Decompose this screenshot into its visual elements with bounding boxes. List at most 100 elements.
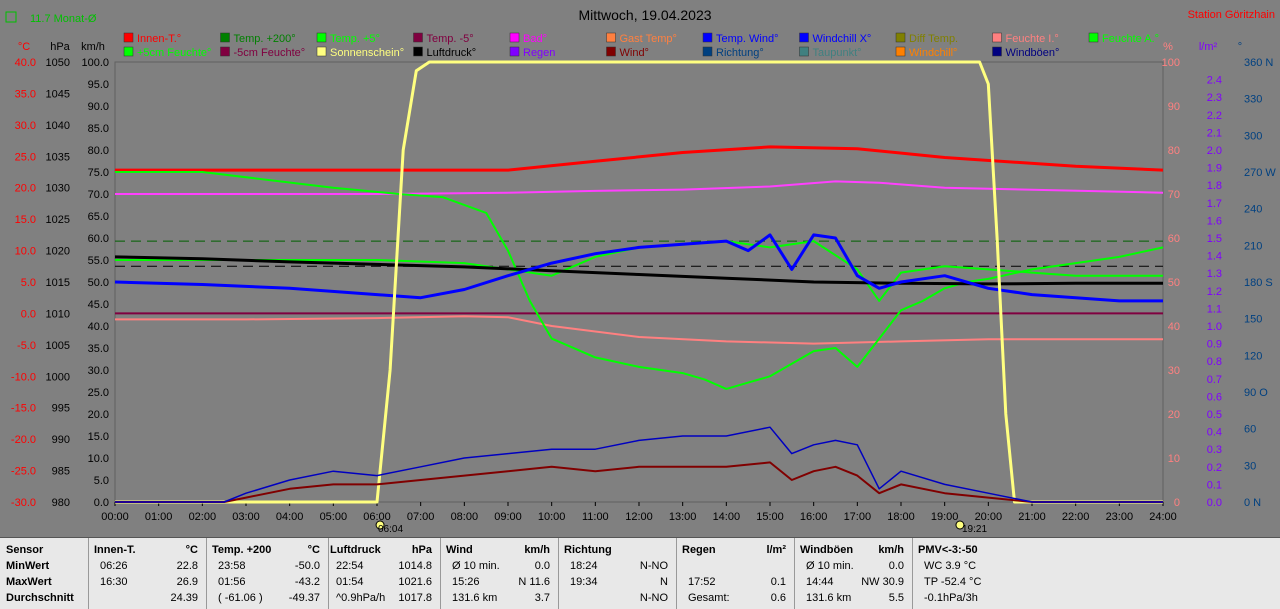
x-tick-label: 21:00	[1018, 511, 1046, 523]
chart-series	[114, 60, 1164, 504]
tick-pressure: 1040	[46, 120, 70, 132]
stats-cell-label: 19:34	[570, 576, 598, 588]
tick-direction: 90 O	[1244, 387, 1268, 399]
tick-humidity: 40	[1168, 321, 1180, 333]
tick-wind: 90.0	[88, 101, 109, 113]
axis-unit-wind: km/h	[81, 41, 105, 53]
stats-cell-label: 22:54	[336, 560, 364, 572]
x-tick-label: 07:00	[407, 511, 435, 523]
stats-cell-label: 06:26	[100, 560, 128, 572]
tick-pressure: 1035	[46, 151, 70, 163]
tick-temp: 5.0	[21, 277, 36, 289]
x-tick-label: 01:00	[145, 511, 173, 523]
x-tick-label: 04:00	[276, 511, 304, 523]
tick-direction: 60	[1244, 424, 1256, 436]
tick-rain: 0.3	[1207, 444, 1222, 456]
legend-row1-swatch	[702, 32, 713, 43]
tick-temp: -10.0	[11, 371, 36, 383]
legend-row1-label: Temp. +200°	[234, 33, 296, 45]
x-tick-label: 03:00	[232, 511, 260, 523]
stats-cell-label: 17:52	[688, 576, 716, 588]
legend-row2-label: +5cm Feuchte°	[137, 47, 211, 59]
tick-temp: -30.0	[11, 497, 36, 509]
legend-row2-label: Regen	[523, 47, 555, 59]
legend-row1-swatch	[220, 32, 230, 43]
legend-row1-swatch	[606, 32, 616, 43]
legend-row1-label: Bad°	[523, 33, 547, 45]
tick-humidity: 0	[1174, 497, 1180, 509]
tick-humidity: 10	[1168, 453, 1180, 465]
stats-cell-value: -49.37	[288, 592, 320, 604]
axis-unit-temp: °C	[18, 41, 30, 53]
stats-cell-value: 0.0	[888, 560, 904, 572]
x-tick-label: 05:00	[320, 511, 348, 523]
x-tick-label: 02:00	[189, 511, 217, 523]
legend-row1-swatch	[509, 32, 520, 43]
series-temp5	[115, 171, 1164, 390]
stats-col-pmv: PMV<-3:-50 WC 3.9 °C TP -52.4 °C -0.1hPa/3h	[912, 538, 1280, 609]
stats-cell-label: Ø 10 min.	[452, 560, 500, 572]
tick-rain: 2.2	[1207, 110, 1222, 122]
stats-cell-value: N 11.6	[518, 576, 550, 588]
tick-direction: 330	[1244, 94, 1262, 106]
stats-cell-value: 1021.6	[398, 576, 432, 588]
tick-pressure: 1030	[46, 183, 70, 195]
tick-rain: 2.3	[1207, 92, 1222, 104]
tick-wind: 55.0	[88, 255, 109, 267]
chart-axes: 00:00 01:00 02:00 03:00 04:00 05:00 06:00 07:00…	[11, 41, 1276, 530]
stats-cell-label: 23:58	[218, 560, 246, 572]
legend-row1-label: Temp. -5°	[427, 33, 474, 45]
stats-cell-label: 131.6 km	[806, 592, 852, 604]
tick-wind: 25.0	[88, 387, 109, 399]
stats-col-luftdruck: Luftdruck hPa 22:54 1014.8 01:54 1021.6 ^0.9hP…	[324, 538, 441, 609]
stats-col-title: PMV<-3:-50	[918, 544, 978, 556]
tick-temp: 0.0	[21, 308, 36, 320]
stats-cell-label: 15:26	[452, 576, 480, 588]
tick-direction: 360 N	[1244, 57, 1273, 69]
series-wind	[115, 461, 1163, 503]
tick-pressure: 1025	[46, 214, 70, 226]
legend-row2-label: Sonnenschein°	[330, 47, 404, 59]
x-tick-label: 18:00	[887, 511, 915, 523]
legend-row1-label: Diff Temp.	[909, 33, 958, 45]
tick-rain: 1.4	[1207, 251, 1222, 263]
stats-cell-label: 131.6 km	[452, 592, 498, 604]
stats-cell-value: 26.9	[176, 576, 198, 588]
tick-humidity: 50	[1168, 277, 1180, 289]
tick-wind: 80.0	[88, 145, 109, 157]
stats-cell-label: ^0.9hPa/h	[336, 592, 386, 604]
stats-col-boeen: Windböen km/h Ø 10 min. 0.0 14:44 NW 30.9 131.…	[794, 538, 913, 609]
stats-cell-label: TP -52.4 °C	[924, 576, 982, 588]
x-tick-label: 10:00	[538, 511, 566, 523]
tick-rain: 1.2	[1207, 286, 1222, 298]
stats-col-unit: l/m²	[766, 544, 786, 556]
legend-row1-swatch	[1088, 32, 1099, 43]
stats-cell-label: 01:54	[336, 576, 364, 588]
legend-row2-swatch	[123, 46, 134, 57]
series-boeen	[115, 426, 1163, 503]
stats-maxwert-label: MaxWert	[6, 576, 52, 588]
tick-rain: 1.6	[1207, 215, 1222, 227]
tick-pressure: 1015	[46, 277, 70, 289]
series-temp_wind	[114, 233, 1163, 303]
tick-temp: 15.0	[15, 214, 36, 226]
tick-pressure: 990	[52, 434, 70, 446]
stats-cell-value: N-NO	[639, 592, 668, 604]
legend-row2-label: Taupunkt°	[813, 47, 862, 59]
tick-pressure: 995	[52, 403, 70, 415]
x-tick-label: 14:00	[713, 511, 741, 523]
tick-direction: 270 W	[1244, 167, 1276, 179]
tick-direction: 150	[1244, 314, 1262, 326]
tick-rain: 1.1	[1207, 303, 1222, 315]
x-tick-label: 12:00	[625, 511, 653, 523]
tick-rain: 1.0	[1207, 321, 1222, 333]
stats-col-temp200: Temp. +200 °C 23:58 -50.0 01:56 -43.2 ( -61.06…	[206, 538, 329, 609]
legend-row1-swatch	[413, 32, 423, 43]
legend-row2-label: Windböen°	[1006, 47, 1060, 59]
series-luftdruck	[114, 255, 1163, 286]
tick-wind: 20.0	[88, 409, 109, 421]
tick-rain: 0.6	[1207, 391, 1222, 403]
station-name: Station Göritzhain	[1188, 9, 1275, 21]
tick-humidity: 30	[1168, 365, 1180, 377]
x-tick-label: 06:00	[363, 511, 391, 523]
